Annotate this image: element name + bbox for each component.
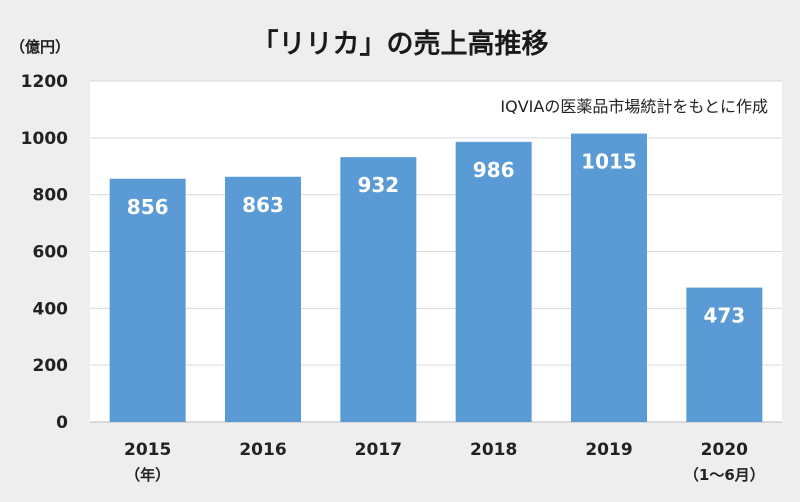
- bar-value-label: 932: [357, 173, 399, 197]
- chart-title: 「リリカ」の売上高推移: [252, 28, 549, 60]
- bar-2018: [455, 141, 532, 423]
- bars: [109, 133, 763, 423]
- x-tick-label: 2015: [124, 440, 171, 460]
- y-tick-label: 200: [33, 356, 69, 376]
- bar-labels: 856 863 932 986 1015 473: [127, 150, 745, 328]
- x-tick-label: 2019: [585, 440, 632, 460]
- y-tick-label: 0: [56, 413, 68, 433]
- bar-2019: [571, 133, 647, 422]
- bar-value-label: 863: [242, 193, 284, 217]
- y-tick-label: 1200: [21, 72, 68, 92]
- bar-value-label: 1015: [581, 150, 637, 174]
- y-axis-unit: （億円）: [10, 38, 70, 56]
- bar-2016: [225, 176, 301, 422]
- x-axis-ticks: 2015 （年） 2016 2017 2018 2019 2020 （1～6月）: [124, 440, 765, 484]
- x-tick-label: 2017: [355, 440, 402, 460]
- x-tick-note: （1～6月）: [684, 466, 765, 484]
- y-tick-label: 800: [33, 186, 69, 206]
- x-tick-label: 2016: [239, 440, 286, 460]
- y-tick-label: 400: [33, 299, 69, 319]
- bar-value-label: 473: [703, 304, 745, 328]
- gridlines: [90, 80, 782, 423]
- bar-2020: [686, 287, 763, 422]
- x-tick-note: （年）: [125, 466, 170, 484]
- x-tick-label: 2020: [701, 440, 748, 460]
- bar-value-label: 856: [127, 195, 169, 219]
- y-tick-label: 600: [33, 243, 69, 263]
- bar-2017: [340, 157, 417, 422]
- source-note: IQVIAの医薬品市場統計をもとに作成: [500, 97, 768, 116]
- x-tick-label: 2018: [470, 440, 517, 460]
- bar-2015: [109, 178, 186, 422]
- y-tick-label: 1000: [21, 129, 68, 149]
- bar-value-label: 986: [473, 158, 515, 182]
- y-axis-ticks: 0 200 400 600 800 1000 1200: [21, 72, 68, 433]
